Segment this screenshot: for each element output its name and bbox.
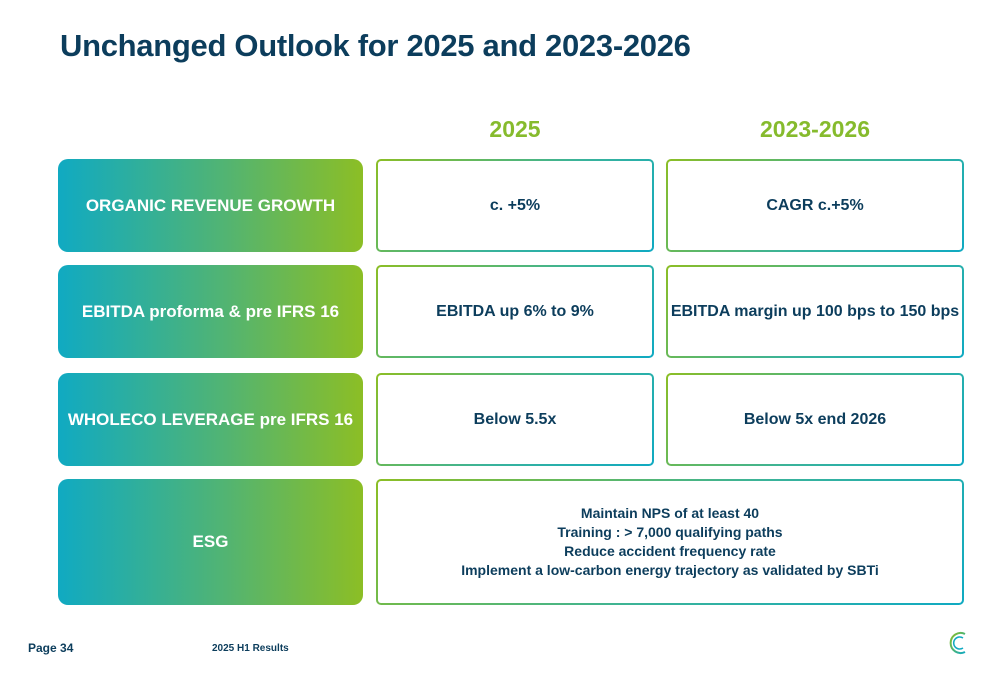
cell-2023-2026-organic-revenue-growth: CAGR c.+5% bbox=[666, 159, 964, 252]
column-header-2023-2026: 2023-2026 bbox=[760, 116, 870, 142]
row-label-wholeco-leverage: WHOLECO LEVERAGE pre IFRS 16 bbox=[58, 373, 363, 466]
cell-2025-ebitda: EBITDA up 6% to 9% bbox=[376, 265, 654, 358]
esg-item-accident-rate: Reduce accident frequency rate bbox=[564, 543, 776, 559]
page-title: Unchanged Outlook for 2025 and 2023-2026 bbox=[60, 28, 691, 63]
page-number: Page 34 bbox=[28, 641, 74, 655]
cell-2023-2026-wholeco-leverage: Below 5x end 2026 bbox=[666, 373, 964, 466]
row-label-ebitda: EBITDA proforma & pre IFRS 16 bbox=[58, 265, 363, 358]
esg-item-training: Training : > 7,000 qualifying paths bbox=[557, 524, 783, 540]
cell-2025-organic-revenue-growth: c. +5% bbox=[376, 159, 654, 252]
cell-2025-wholeco-leverage: Below 5.5x bbox=[376, 373, 654, 466]
report-name: 2025 H1 Results bbox=[212, 643, 289, 654]
row-label-esg: ESG bbox=[58, 479, 363, 605]
c-logo-icon bbox=[949, 632, 966, 654]
esg-item-low-carbon: Implement a low-carbon energy trajectory… bbox=[461, 562, 879, 578]
column-header-2025: 2025 bbox=[489, 116, 541, 142]
cell-esg-targets: Maintain NPS of at least 40 Training : >… bbox=[376, 479, 964, 605]
cell-2023-2026-ebitda: EBITDA margin up 100 bps to 150 bps bbox=[666, 265, 964, 358]
esg-target-list: Maintain NPS of at least 40 Training : >… bbox=[461, 504, 879, 580]
row-label-organic-revenue-growth: ORGANIC REVENUE GROWTH bbox=[58, 159, 363, 252]
esg-item-nps: Maintain NPS of at least 40 bbox=[580, 505, 760, 521]
